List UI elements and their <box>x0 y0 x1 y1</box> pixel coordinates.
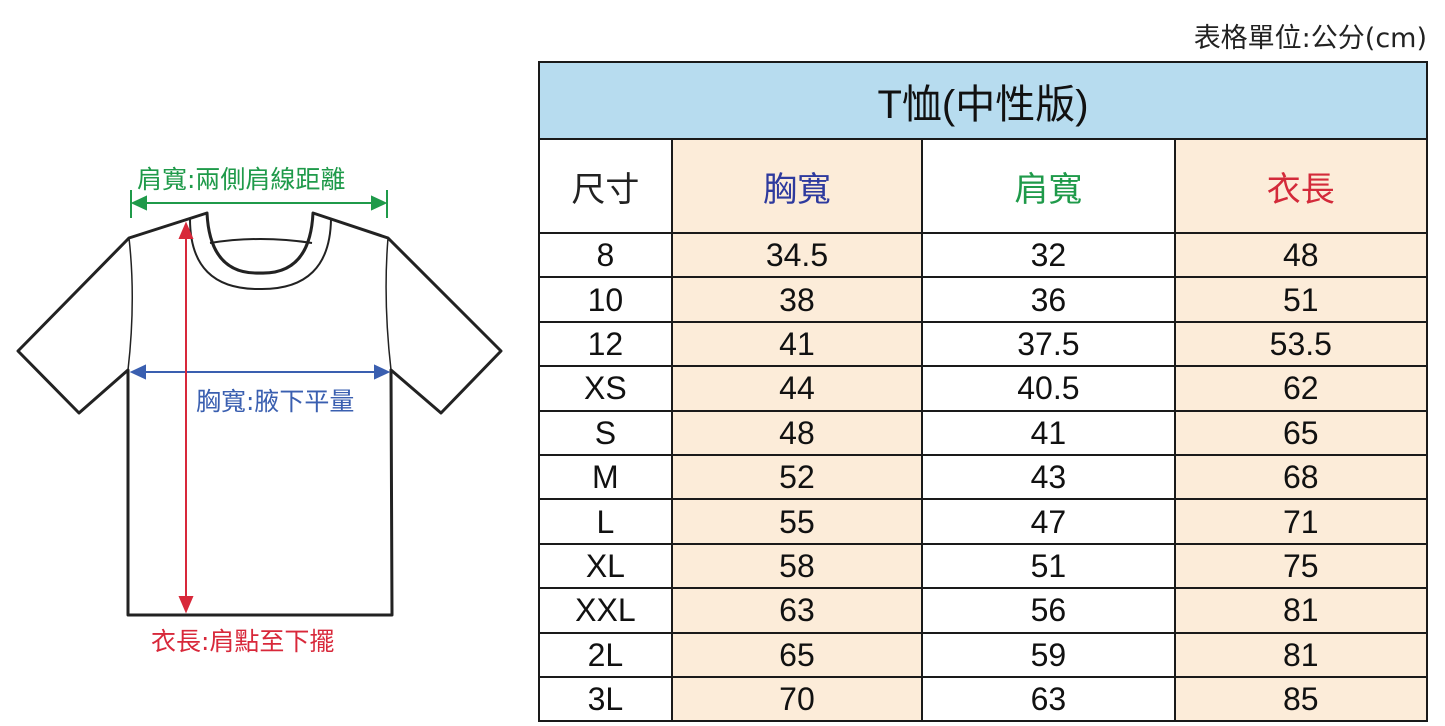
cell-shoulder: 51 <box>921 542 1176 590</box>
cell-length: 62 <box>1173 365 1429 412</box>
table-row: 10 38 36 51 <box>538 276 1429 323</box>
table-row: XXL 63 56 81 <box>538 587 1429 634</box>
table-row: L 55 47 71 <box>538 498 1429 545</box>
cell-chest: 38 <box>670 276 924 323</box>
cell-length: 51 <box>1173 276 1429 323</box>
cell-size: 2L <box>538 631 673 678</box>
cell-chest: 55 <box>670 498 924 545</box>
cell-length: 48 <box>1173 231 1429 279</box>
cell-chest: 44 <box>670 365 924 412</box>
cell-size: S <box>538 409 673 456</box>
table-row: XS 44 40.5 62 <box>538 365 1429 412</box>
shoulder-label: 肩寬:兩側肩線距離 <box>137 165 346 194</box>
table-row: M 52 43 68 <box>538 453 1429 501</box>
cell-length: 85 <box>1173 675 1429 723</box>
shoulder-arrow <box>130 190 388 218</box>
cell-shoulder: 37.5 <box>921 320 1176 368</box>
cell-chest: 48 <box>670 409 924 456</box>
length-arrow <box>178 221 194 614</box>
cell-shoulder: 43 <box>921 453 1176 501</box>
cell-length: 68 <box>1173 453 1429 501</box>
table-row: 12 41 37.5 53.5 <box>538 320 1429 368</box>
cell-size: XS <box>538 365 673 412</box>
cell-chest: 65 <box>670 631 924 678</box>
header-chest: 胸寬 <box>670 138 924 234</box>
cell-chest: 58 <box>670 542 924 590</box>
seam-right <box>385 237 392 371</box>
cell-shoulder: 40.5 <box>921 365 1176 412</box>
cell-shoulder: 63 <box>921 675 1176 723</box>
unit-note: 表格單位:公分(cm) <box>1193 23 1427 54</box>
cell-length: 65 <box>1173 409 1429 456</box>
cell-chest: 41 <box>670 320 924 368</box>
cell-size: 8 <box>538 231 673 279</box>
cell-size: XXL <box>538 587 673 634</box>
cell-chest: 70 <box>670 675 924 723</box>
chest-arrow <box>129 364 391 380</box>
cell-size: XL <box>538 542 673 590</box>
length-label: 衣長:肩點至下擺 <box>151 627 335 656</box>
cell-shoulder: 41 <box>921 409 1176 456</box>
cell-chest: 63 <box>670 587 924 634</box>
table-row: XL 58 51 75 <box>538 542 1429 590</box>
table-row: 2L 65 59 81 <box>538 631 1429 678</box>
cell-size: 3L <box>538 675 673 723</box>
header-size: 尺寸 <box>538 138 673 234</box>
cell-size: 10 <box>538 276 673 323</box>
table-row: 8 34.5 32 48 <box>538 231 1429 279</box>
size-table: T恤(中性版) 尺寸 胸寬 肩寬 衣長 8 34.5 32 48 10 38 36 51 12 4… <box>538 61 1429 723</box>
seam-left <box>127 237 133 371</box>
cell-length: 75 <box>1173 542 1429 590</box>
cell-size: 12 <box>538 320 673 368</box>
cell-shoulder: 36 <box>921 276 1176 323</box>
cell-length: 71 <box>1173 498 1429 545</box>
tshirt-diagram <box>16 190 503 617</box>
cell-size: M <box>538 453 673 501</box>
table-row: 3L 70 63 85 <box>538 675 1429 723</box>
table-title: T恤(中性版) <box>538 61 1428 140</box>
shirt-outline <box>16 211 503 617</box>
cell-shoulder: 47 <box>921 498 1176 545</box>
cell-length: 53.5 <box>1173 320 1429 368</box>
header-length: 衣長 <box>1173 138 1429 234</box>
cell-chest: 52 <box>670 453 924 501</box>
table-row: S 48 41 65 <box>538 409 1429 456</box>
cell-shoulder: 59 <box>921 631 1176 678</box>
collar-inner <box>189 218 332 291</box>
chest-label: 胸寬:腋下平量 <box>196 387 355 416</box>
cell-length: 81 <box>1173 587 1429 634</box>
cell-shoulder: 32 <box>921 231 1176 279</box>
cell-shoulder: 56 <box>921 587 1176 634</box>
cell-length: 81 <box>1173 631 1429 678</box>
collar-band <box>209 238 313 244</box>
cell-chest: 34.5 <box>670 231 924 279</box>
header-shoulder: 肩寬 <box>921 138 1176 234</box>
cell-size: L <box>538 498 673 545</box>
